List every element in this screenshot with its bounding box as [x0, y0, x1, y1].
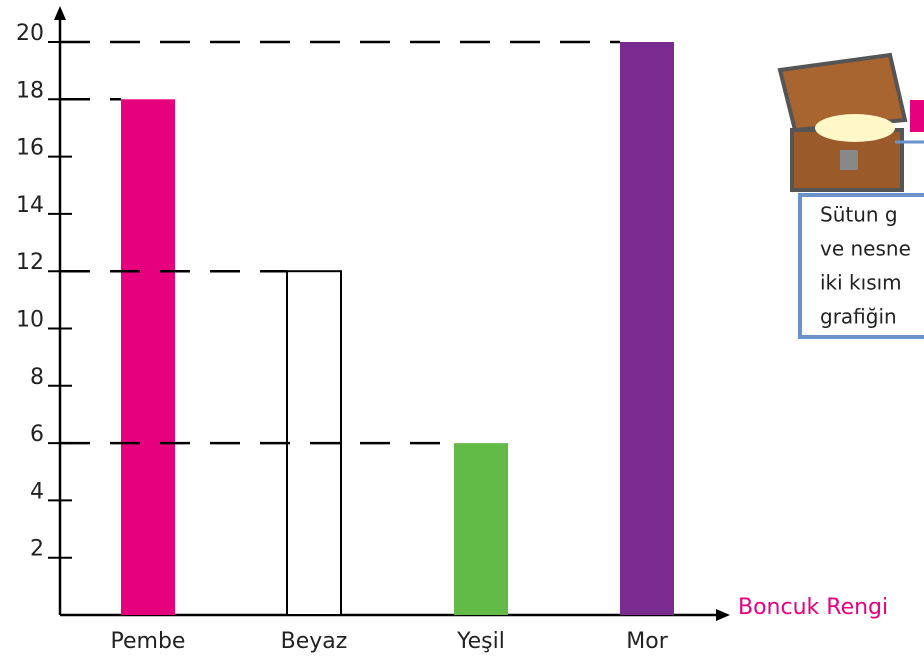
- y-tick-label: 20: [16, 21, 44, 46]
- bar: [620, 42, 674, 615]
- y-tick-label: 16: [16, 136, 44, 161]
- x-tick-label: Mor: [626, 629, 668, 654]
- info-box: [798, 193, 924, 339]
- y-tick-label: 6: [30, 422, 44, 447]
- y-axis-arrow: [54, 6, 66, 20]
- info-text: ve nesne: [820, 237, 911, 261]
- x-axis-arrow: [716, 609, 730, 621]
- y-tick-label: 10: [16, 308, 44, 333]
- chest-icon: [777, 52, 908, 192]
- bar: [454, 443, 508, 615]
- y-tick-label: 18: [16, 78, 44, 103]
- info-text: grafiğin: [820, 305, 897, 329]
- x-tick-label: Beyaz: [281, 629, 348, 654]
- x-axis-label: Boncuk Rengi: [738, 595, 888, 620]
- title-badge: [910, 100, 924, 132]
- y-tick-label: 14: [16, 193, 44, 218]
- y-tick-label: 2: [30, 537, 44, 562]
- y-tick-label: 8: [30, 365, 44, 390]
- x-tick-label: Pembe: [111, 629, 186, 654]
- info-text: Sütun g: [820, 203, 898, 227]
- y-tick-label: 12: [16, 250, 44, 275]
- y-tick-label: 4: [30, 479, 44, 504]
- info-text: iki kısım: [820, 271, 902, 295]
- bar: [121, 99, 175, 616]
- x-tick-label: Yeşil: [456, 629, 505, 654]
